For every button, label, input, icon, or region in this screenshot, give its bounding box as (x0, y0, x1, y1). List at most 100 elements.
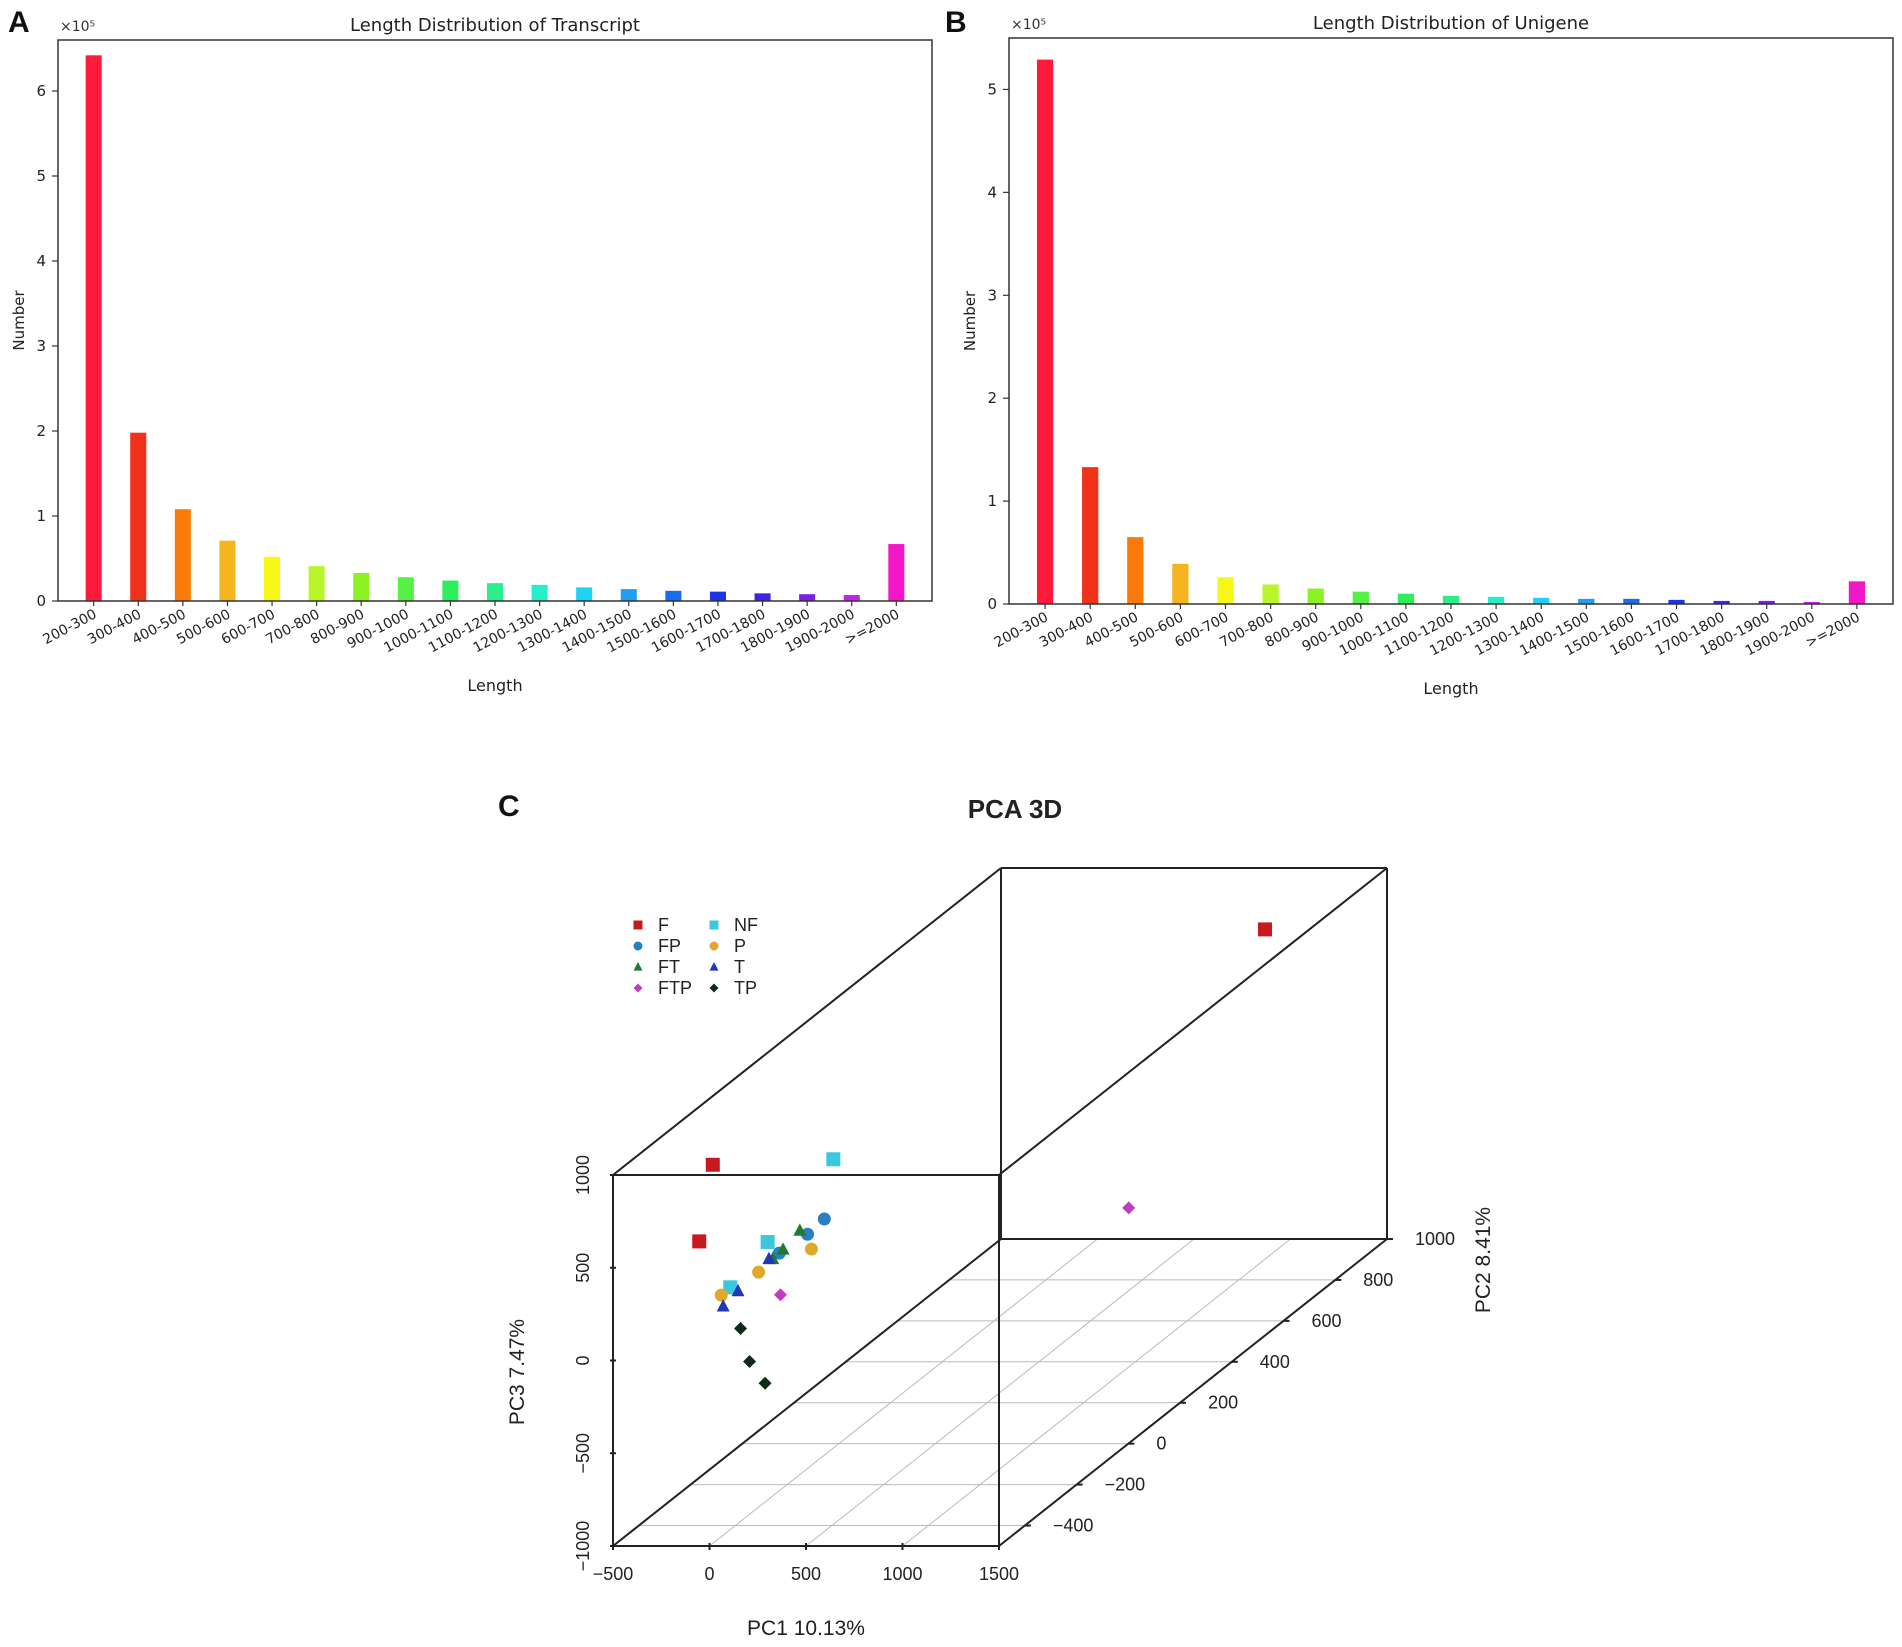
point-TP-0 (734, 1322, 748, 1336)
y-tick-label: 4 (987, 183, 997, 201)
point-F-1 (705, 1157, 720, 1172)
pc2-tick-label: −200 (1105, 1475, 1146, 1495)
point-NF-2 (723, 1280, 738, 1295)
bar-600-700 (264, 556, 281, 601)
y-tick-label: 0 (36, 592, 46, 610)
bar->=2000 (1848, 581, 1866, 604)
point-NF-0 (826, 1152, 841, 1167)
y-tick-label: 6 (36, 82, 46, 100)
bar-1600-1700 (1668, 599, 1685, 604)
bar-1200-1300 (1487, 596, 1505, 604)
legend-label-NF: NF (734, 915, 758, 935)
bar-1500-1600 (1623, 598, 1640, 604)
panel-label-c: C (498, 790, 520, 823)
cube-edge-6 (612, 867, 1002, 1176)
x-axis-label: Length (467, 676, 522, 695)
y-tick-label: 3 (36, 337, 46, 355)
bar-1400-1500 (620, 589, 637, 601)
point-T-1 (731, 1283, 745, 1297)
point-FP-0 (801, 1227, 815, 1241)
legend-marker-TP (709, 983, 719, 993)
y-axis-label: Number (10, 290, 28, 351)
bar-800-900 (1307, 588, 1324, 604)
bar-400-500 (174, 509, 191, 601)
pc1-tick-label: 1500 (979, 1564, 1019, 1584)
legend-marker-F (633, 920, 643, 930)
bar-700-800 (1262, 584, 1279, 604)
legend-marker-FP (633, 941, 643, 951)
point-F-2 (1258, 922, 1273, 937)
y-tick-label: 2 (987, 389, 997, 407)
y-tick-label: 1 (987, 492, 997, 510)
pca-title: PCA 3D (968, 794, 1062, 824)
chart-title: Length Distribution of Transcript (350, 15, 640, 36)
cube-edge-5 (998, 1238, 1388, 1547)
pc2-tick-label: 200 (1208, 1393, 1238, 1413)
point-FT-2 (776, 1242, 790, 1255)
pca-3d-chart: PCA 3D −500 0 500 1000 1500 −400 −200 0 200 400 600… (506, 794, 1495, 1640)
bar-1100-1200 (1442, 595, 1460, 604)
bar-1500-1600 (665, 590, 682, 601)
legend-marker-FTP (633, 983, 643, 993)
legend-label-FT: FT (658, 957, 680, 977)
y-tick-label: 5 (987, 80, 997, 98)
floor-grid-x-3 (902, 1238, 1291, 1547)
y-tick-label: 1 (36, 507, 46, 525)
y-axis-label: Number (961, 290, 979, 351)
cube-edge-4 (612, 1238, 1002, 1547)
pc3-tick-label: 1000 (573, 1155, 593, 1195)
bar-1900-2000 (1803, 601, 1820, 604)
pc2-tick-label: 1000 (1415, 1229, 1455, 1249)
bar-1700-1800 (754, 593, 771, 601)
bar-1400-1500 (1578, 598, 1595, 604)
bar-1700-1800 (1713, 600, 1730, 604)
bar-400-500 (1127, 537, 1144, 604)
point-P-1 (752, 1265, 766, 1279)
pc2-tick-label: 800 (1363, 1270, 1393, 1290)
pc2-tick-label: 600 (1312, 1311, 1342, 1331)
bar-1800-1900 (1758, 600, 1775, 604)
bar-1800-1900 (799, 594, 816, 601)
bar-600-700 (1217, 577, 1234, 604)
x-axis-label: Length (1423, 679, 1478, 698)
point-FT-0 (793, 1223, 807, 1236)
bar-1300-1400 (576, 587, 593, 601)
point-T-2 (716, 1299, 730, 1312)
legend-label-FTP: FTP (658, 978, 692, 998)
pc2-axis-label: PC2 8.41% (1472, 1207, 1495, 1313)
bar-700-800 (308, 566, 325, 601)
transcript-length-chart: Length Distribution of Transcript ×10⁵ 0 1 2… (10, 15, 933, 695)
bar-1600-1700 (709, 591, 726, 601)
floor-grid-x-1 (709, 1238, 1098, 1547)
cube-edge-7 (998, 867, 1388, 1176)
bar-900-1000 (397, 577, 414, 601)
bar-1100-1200 (486, 583, 504, 601)
pc1-axis-label: PC1 10.13% (747, 1617, 865, 1640)
point-FP-2 (817, 1212, 831, 1226)
legend-label-T: T (734, 957, 745, 977)
pc1-tick-label: 500 (791, 1564, 821, 1584)
y-multiplier: ×10⁵ (1011, 17, 1046, 33)
pc2-tick-label: −400 (1053, 1516, 1094, 1536)
bar-500-600 (1172, 563, 1189, 604)
bar->=2000 (888, 544, 905, 601)
bar-1200-1300 (531, 584, 548, 601)
pc3-tick-label: 500 (573, 1253, 593, 1283)
y-tick-label: 3 (987, 286, 997, 304)
unigene-length-chart: Length Distribution of Unigene ×10⁵ 0 1 2 3 4 5… (961, 13, 1894, 698)
legend-marker-NF (709, 920, 719, 930)
legend-label-FP: FP (658, 936, 681, 956)
bar-500-600 (219, 540, 236, 601)
plot-frame (1008, 37, 1894, 605)
point-FTP-1 (1122, 1201, 1136, 1215)
point-T-0 (762, 1251, 776, 1265)
plot-frame (57, 39, 933, 602)
y-tick-label: 4 (36, 252, 46, 270)
bar-300-400 (1082, 467, 1099, 604)
legend-label-TP: TP (734, 978, 757, 998)
point-TP-2 (758, 1376, 772, 1390)
y-multiplier: ×10⁵ (60, 19, 95, 35)
point-F-0 (692, 1234, 707, 1249)
point-P-0 (804, 1242, 818, 1256)
point-NF-1 (760, 1235, 775, 1250)
